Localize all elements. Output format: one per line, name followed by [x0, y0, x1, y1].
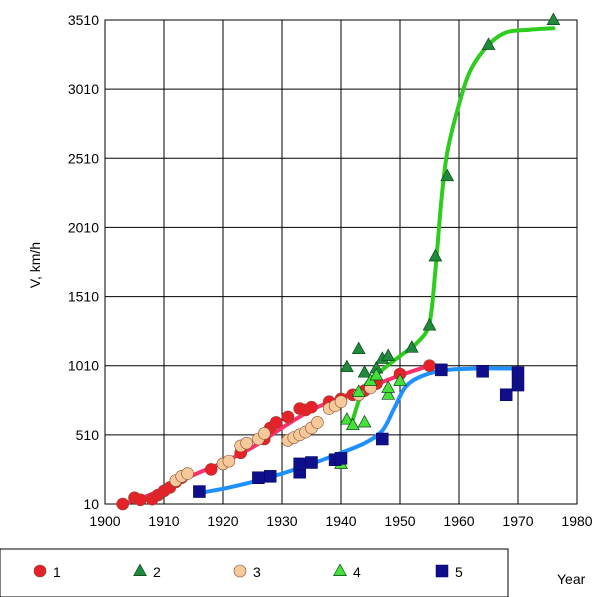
y-tick-label: 2010 [68, 219, 99, 235]
data-point-series-1 [269, 416, 283, 429]
data-point-series-2 [481, 37, 496, 50]
data-point-series-5 [435, 363, 448, 377]
data-point-series-2 [404, 340, 419, 353]
data-point-series-4 [345, 417, 360, 431]
legend-label-5: 5 [455, 564, 463, 580]
data-markers [116, 12, 561, 511]
data-point-series-5 [293, 457, 306, 471]
data-point-series-3 [222, 454, 236, 468]
x-tick-label: 1950 [384, 513, 415, 529]
legend-marker-5 [435, 564, 449, 578]
data-point-series-4 [381, 380, 396, 393]
legend-label-2: 2 [153, 564, 161, 580]
data-point-series-5 [376, 432, 389, 446]
data-point-series-1 [116, 497, 129, 511]
data-point-series-2 [428, 248, 443, 262]
tick-labels: 1900 1910 1920 1930 1940 1950 1960 1970 1980 10 51… [68, 12, 593, 529]
data-point-series-2 [546, 12, 561, 25]
data-point-series-1 [204, 463, 218, 476]
x-tick-label: 1920 [207, 513, 238, 529]
data-point-series-3 [334, 395, 348, 408]
legend: 1 2 3 4 5 [0, 548, 509, 597]
data-point-series-1 [423, 359, 436, 373]
y-tick-label: 3010 [68, 81, 99, 97]
data-point-series-3 [257, 427, 271, 440]
x-tick-label: 1900 [89, 513, 120, 529]
data-point-series-5 [334, 452, 348, 465]
legend-marker-3 [233, 564, 247, 578]
x-tick-label: 1960 [443, 513, 474, 529]
data-point-series-5 [511, 378, 525, 392]
data-point-series-4 [340, 412, 354, 425]
data-point-series-5 [193, 485, 206, 498]
y-tick-label: 510 [76, 427, 100, 443]
data-point-series-5 [263, 470, 277, 483]
data-point-series-2 [422, 318, 437, 331]
data-point-series-2 [340, 359, 354, 373]
legend-label-3: 3 [253, 564, 261, 580]
data-point-series-4 [369, 367, 384, 381]
legend-frame [0, 548, 509, 597]
x-tick-label: 1910 [148, 513, 179, 529]
data-point-series-5 [511, 366, 525, 379]
x-tick-label: 1930 [266, 513, 297, 529]
data-point-series-1 [305, 400, 318, 414]
data-point-series-3 [240, 436, 253, 450]
x-tick-label: 1940 [325, 513, 356, 529]
data-point-series-3 [181, 467, 194, 480]
legend-label-1: 1 [53, 564, 61, 580]
legend-label-4: 4 [353, 564, 361, 580]
legend-marker-1 [33, 564, 47, 578]
y-axis-label: V, km/h [27, 242, 43, 288]
x-tick-label: 1980 [561, 513, 592, 529]
legend-marker-2 [133, 563, 147, 576]
grid [104, 19, 578, 505]
data-point-series-2 [351, 341, 366, 355]
trend-line-series-4 [350, 26, 556, 422]
data-point-series-3 [311, 416, 324, 429]
y-tick-label: 2510 [68, 150, 99, 166]
data-point-series-2 [357, 365, 372, 378]
data-point-series-2 [440, 168, 455, 182]
y-tick-label: 3510 [68, 12, 99, 28]
data-point-series-4 [351, 384, 366, 397]
y-tick-label: 10 [83, 496, 99, 512]
x-tick-label: 1970 [502, 513, 533, 529]
legend-marker-4 [333, 563, 347, 576]
data-point-series-5 [305, 456, 318, 469]
data-point-series-1 [281, 410, 295, 424]
data-point-series-2 [381, 348, 396, 361]
data-point-series-4 [381, 387, 396, 400]
data-point-series-5 [499, 388, 513, 402]
data-point-series-4 [393, 373, 407, 386]
y-tick-label: 1510 [68, 289, 99, 305]
x-axis-label: Year [557, 571, 586, 587]
y-tick-label: 1010 [68, 358, 99, 374]
data-point-series-5 [252, 471, 265, 484]
data-point-series-4 [357, 414, 372, 428]
data-point-series-1 [134, 493, 147, 507]
data-point-series-5 [476, 364, 489, 378]
